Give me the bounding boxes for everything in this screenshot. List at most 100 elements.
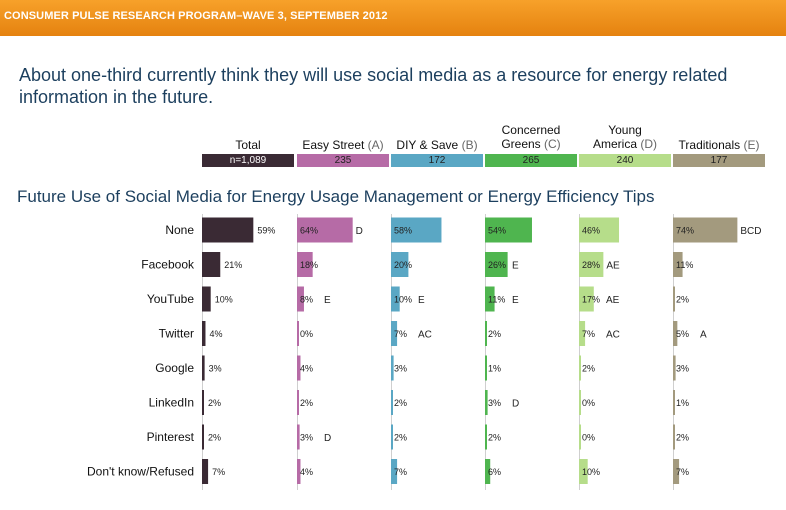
bar bbox=[297, 286, 304, 312]
segment-label-line: Easy Street (A) bbox=[294, 138, 392, 152]
data-label: 2% bbox=[208, 398, 221, 408]
significance-label: E bbox=[418, 295, 425, 306]
bar bbox=[485, 355, 487, 381]
significance-label: D bbox=[324, 433, 331, 444]
data-label: 10% bbox=[582, 467, 600, 477]
significance-label: E bbox=[512, 261, 519, 272]
significance-label: D bbox=[512, 399, 519, 410]
data-label: 0% bbox=[582, 433, 595, 443]
segment-letter: (E) bbox=[740, 138, 760, 152]
data-label: 3% bbox=[394, 364, 407, 374]
bar bbox=[579, 217, 620, 243]
bar bbox=[391, 321, 398, 346]
headline: About one-third currently think they wil… bbox=[19, 65, 728, 107]
bar bbox=[673, 390, 675, 415]
bar bbox=[391, 459, 398, 484]
report-banner: CONSUMER PULSE RESEARCH PROGRAM–WAVE 3, … bbox=[0, 0, 786, 36]
segment-letter: (B) bbox=[458, 138, 478, 152]
data-label: 64% bbox=[300, 226, 318, 236]
segment-header-5: Traditionals (E) bbox=[670, 138, 768, 152]
chart-title: Future Use of Social Media for Energy Us… bbox=[17, 187, 655, 206]
bar bbox=[673, 459, 680, 484]
significance-label: E bbox=[512, 295, 519, 306]
data-label: 17% bbox=[582, 295, 600, 305]
data-label: 2% bbox=[394, 433, 407, 443]
bar bbox=[485, 390, 488, 415]
bar bbox=[391, 286, 400, 312]
segment-header-3: Concerned Greens (C) bbox=[482, 123, 580, 151]
data-label: 10% bbox=[215, 295, 233, 305]
bar bbox=[579, 286, 594, 312]
bar bbox=[673, 252, 683, 277]
data-label: 0% bbox=[300, 329, 313, 339]
bar bbox=[202, 321, 206, 346]
bar bbox=[485, 252, 508, 277]
segment-label-line: Concerned bbox=[482, 123, 580, 137]
bar bbox=[673, 217, 738, 243]
segment-label: Total bbox=[235, 138, 261, 152]
data-label: 74% bbox=[676, 226, 694, 236]
segment-label-line: Greens (C) bbox=[482, 137, 580, 151]
bar bbox=[202, 252, 221, 277]
data-label: 7% bbox=[212, 467, 225, 477]
bar bbox=[202, 424, 204, 450]
significance-label: AE bbox=[606, 261, 620, 272]
bar bbox=[579, 252, 604, 277]
data-label: 58% bbox=[394, 226, 412, 236]
bar bbox=[391, 424, 393, 450]
bar bbox=[673, 286, 675, 312]
data-label: 0% bbox=[582, 398, 595, 408]
data-label: 2% bbox=[394, 398, 407, 408]
data-label: 7% bbox=[582, 329, 595, 339]
bar bbox=[485, 321, 487, 346]
segment-label: Young bbox=[608, 123, 642, 137]
bar bbox=[202, 217, 254, 243]
data-label: 59% bbox=[257, 226, 275, 236]
data-label: 26% bbox=[488, 260, 506, 270]
data-label: 3% bbox=[676, 364, 689, 374]
segment-sample-size: 265 bbox=[485, 154, 577, 167]
data-label: 10% bbox=[394, 295, 412, 305]
data-label: 2% bbox=[676, 433, 689, 443]
bar bbox=[579, 459, 588, 484]
segment-label: America bbox=[592, 137, 637, 151]
segment-label-line: Young bbox=[576, 123, 674, 137]
data-label: 2% bbox=[488, 329, 501, 339]
data-label: 3% bbox=[300, 433, 313, 443]
segment-header-0: Total bbox=[199, 138, 297, 152]
bar bbox=[673, 424, 675, 450]
segment-letter: (A) bbox=[364, 138, 384, 152]
bar bbox=[391, 252, 409, 277]
segment-letter: (D) bbox=[637, 137, 657, 151]
bar bbox=[579, 390, 581, 415]
data-label: 6% bbox=[488, 467, 501, 477]
category-label: YouTube bbox=[147, 292, 194, 306]
bar bbox=[391, 355, 394, 381]
significance-label: AC bbox=[418, 330, 432, 341]
bar bbox=[202, 286, 211, 312]
data-label: 3% bbox=[209, 364, 222, 374]
bar bbox=[391, 390, 393, 415]
segment-sample-size: 235 bbox=[297, 154, 389, 167]
data-label: 54% bbox=[488, 226, 506, 236]
category-label: LinkedIn bbox=[149, 396, 194, 410]
data-label: 18% bbox=[300, 260, 318, 270]
segment-label: DIY & Save bbox=[396, 138, 459, 152]
segment-letter: (C) bbox=[540, 137, 561, 151]
bar bbox=[297, 217, 353, 243]
category-label: Twitter bbox=[159, 327, 194, 341]
significance-label: A bbox=[700, 330, 707, 341]
segment-label-line: Traditionals (E) bbox=[670, 138, 768, 152]
bar bbox=[485, 286, 495, 312]
data-label: 7% bbox=[394, 329, 407, 339]
data-label: 2% bbox=[582, 364, 595, 374]
data-label: 11% bbox=[676, 260, 693, 270]
segment-label: Concerned bbox=[501, 123, 561, 137]
segment-sample-size: 240 bbox=[579, 154, 671, 167]
data-label: 3% bbox=[488, 398, 501, 408]
bar bbox=[579, 321, 586, 346]
bar bbox=[202, 355, 205, 381]
significance-label: E bbox=[324, 295, 331, 306]
bar bbox=[297, 390, 299, 415]
